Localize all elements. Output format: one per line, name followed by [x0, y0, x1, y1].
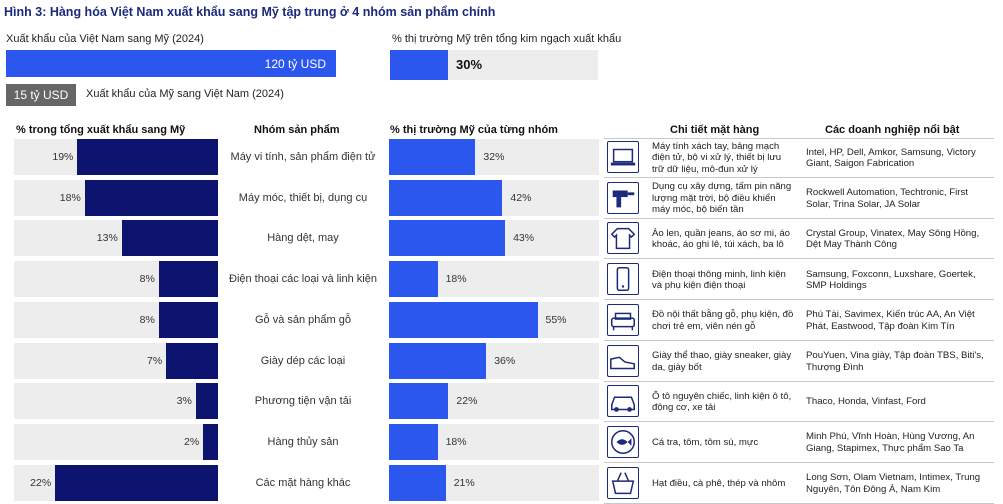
left-bar-label: 8% [139, 313, 155, 326]
share-fill-bar [390, 50, 448, 80]
left-bar-label: 22% [30, 476, 52, 489]
row-separator [604, 502, 994, 504]
left-bar [84, 179, 218, 216]
left-bar [55, 464, 218, 501]
drill-icon [607, 181, 639, 214]
detail-text: Áo len, quần jeans, áo sơ mi, áo khoác, … [652, 227, 791, 251]
import-value: 15 tỷ USD [13, 88, 69, 102]
row-separator [604, 461, 994, 463]
detail-text: Giày thể thao, giày sneaker, giày da, gi… [652, 350, 792, 373]
detail-text: Dụng cụ xây dựng, tấm pin năng lượng mặt… [652, 181, 792, 216]
row-separator [604, 380, 994, 382]
row-separator [604, 421, 994, 423]
right-bar [389, 220, 506, 257]
left-bar [158, 261, 218, 298]
category-label: Giày dép các loại [260, 354, 346, 367]
header-right: % thị trường Mỹ của từng nhóm [390, 124, 558, 136]
category-label: Điện thoại các loại và linh kiện [229, 273, 377, 286]
companies-text: Minh Phú, Vĩnh Hoàn, Hùng Vương, An Gian… [806, 431, 975, 454]
row-separator [604, 177, 994, 178]
detail-text: Cá tra, tôm, tôm sú, mực [652, 437, 759, 449]
right-bar-label: 55% [545, 313, 567, 326]
right-bar [389, 383, 449, 420]
right-bar-label: 42% [510, 191, 532, 204]
category-label: Máy móc, thiết bị, dụng cụ [238, 191, 368, 204]
left-row-background [14, 383, 218, 420]
left-bar-label: 7% [147, 354, 163, 367]
category-label: Hàng thủy sản [267, 435, 339, 448]
right-bar [389, 301, 538, 338]
detail-text: Hạt điều, cà phê, thép và nhôm [652, 477, 786, 489]
right-bar-label: 32% [483, 151, 505, 163]
sofa-icon [607, 303, 639, 336]
left-row-background [14, 423, 218, 460]
detail-text: Đồ nội thất bằng gỗ, phụ kiện, đồ chơi t… [652, 309, 794, 332]
import-label: Xuất khẩu của Mỹ sang Việt Nam (2024) [86, 88, 284, 100]
left-bar [166, 342, 218, 379]
phone-icon [607, 263, 639, 296]
companies-text: PouYuen, Vina giày, Tập đoàn TBS, Biti's… [806, 350, 984, 373]
right-bar-label: 22% [456, 395, 478, 408]
import-bar: 15 tỷ USD [6, 84, 76, 106]
companies-text: Samsung, Foxconn, Luxshare, Goertek, SMP… [806, 268, 976, 292]
right-bar [389, 464, 446, 501]
header-companies: Các doanh nghiệp nổi bật [825, 124, 960, 136]
header-category: Nhóm sản phẩm [254, 124, 340, 136]
page-title: Hình 3: Hàng hóa Việt Nam xuất khẩu sang… [4, 5, 496, 19]
companies-text: Phú Tài, Savimex, Kiến trúc AA, An Việt … [806, 309, 975, 332]
category-label: Gỗ và sản phẩm gỗ [254, 313, 351, 326]
right-bar [389, 179, 503, 216]
detail-text: Điện thoại thông minh, linh kiện và phụ … [652, 268, 786, 292]
companies-text: Long Sơn, Olam Vietnam, Intimex, Trung N… [806, 472, 981, 495]
export-bar: 120 tỷ USD [6, 50, 336, 77]
row-separator [604, 217, 994, 219]
right-bar-label: 18% [445, 435, 467, 448]
right-bar [389, 342, 487, 379]
companies-text: Intel, HP, Dell, Amkor, Samsung, Victory… [806, 146, 976, 170]
left-bar-label: 8% [139, 273, 155, 286]
header-left: % trong tổng xuất khẩu sang Mỹ [16, 124, 186, 136]
export-value: 120 tỷ USD [264, 56, 326, 71]
left-bar-label: 18% [59, 191, 81, 204]
laptop-icon [607, 141, 639, 173]
row-separator [604, 299, 994, 301]
right-bar [389, 261, 438, 298]
left-bar-label: 13% [96, 232, 118, 245]
row-separator [604, 258, 994, 260]
left-bar [158, 301, 218, 338]
category-label: Phương tiện vận tải [254, 395, 352, 408]
share-label: % thị trường Mỹ trên tổng kim ngạch xuất… [392, 33, 622, 45]
sneaker-icon [607, 344, 639, 377]
right-bar-label: 43% [513, 232, 535, 245]
sweater-icon [607, 222, 639, 255]
companies-text: Crystal Group, Vinatex, May Sông Hồng, D… [806, 227, 980, 251]
left-bar-label: 19% [52, 151, 74, 163]
row-separator [604, 339, 994, 341]
category-label: Các mặt hàng khác [255, 476, 351, 489]
right-bar-label: 36% [494, 354, 516, 367]
header-detail: Chi tiết mặt hàng [670, 124, 760, 136]
left-bar [195, 383, 218, 420]
export-label: Xuất khẩu của Việt Nam sang Mỹ (2024) [6, 33, 204, 45]
left-bar-label: 2% [184, 435, 200, 448]
category-label: Hàng dệt, may [267, 232, 339, 245]
detail-text: Máy tính xách tay, bảng mạch điện tử, bộ… [652, 140, 782, 175]
left-bar [121, 220, 218, 257]
detail-text: Ô tô nguyên chiếc, linh kiện ô tô, động … [652, 390, 792, 414]
right-bar-label: 21% [453, 476, 475, 489]
right-bar [389, 423, 438, 460]
share-value: 30% [456, 57, 483, 72]
companies-text: Thaco, Honda, Vinfast, Ford [806, 396, 926, 408]
companies-text: Rockwell Automation, Techtronic, First S… [806, 187, 968, 210]
header-separator [604, 138, 994, 139]
left-bar [77, 139, 218, 175]
category-label: Máy vi tính, sản phẩm điện tử [230, 151, 376, 163]
right-bar [389, 139, 476, 175]
left-bar [203, 423, 218, 460]
right-bar-label: 18% [445, 273, 467, 286]
fish-icon [607, 425, 639, 458]
basket-icon [607, 466, 639, 499]
car-icon [607, 385, 639, 418]
left-bar-label: 3% [176, 395, 192, 408]
